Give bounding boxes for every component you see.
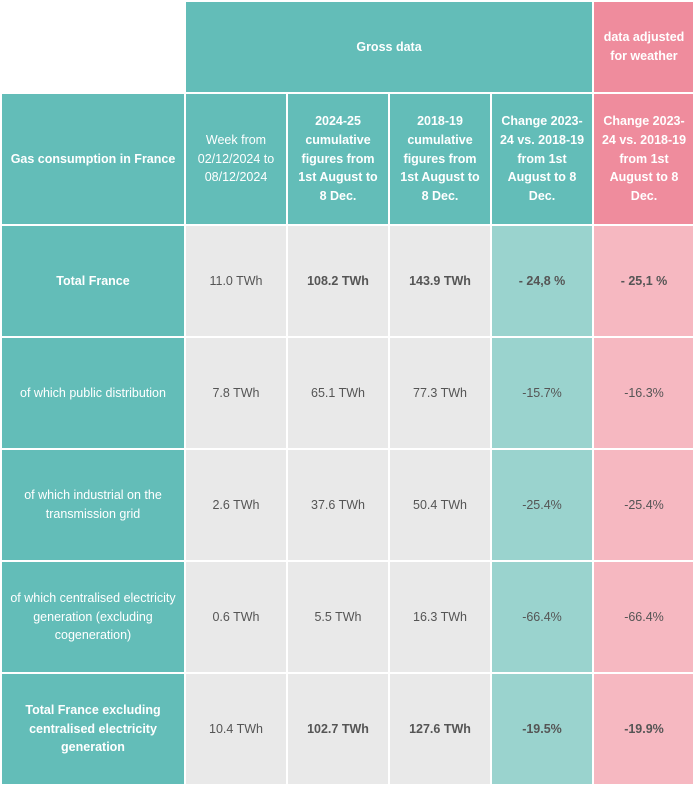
header-gross: Gross data	[186, 2, 592, 92]
cell-change-gross: -66.4%	[492, 562, 592, 672]
cell-change-adj: -66.4%	[594, 562, 693, 672]
table-row: of which industrial on the transmission …	[2, 450, 693, 560]
row-label: Total France excluding centralised elect…	[2, 674, 184, 784]
table-body: Total France11.0 TWh108.2 TWh143.9 TWh- …	[2, 226, 693, 784]
table-row: Total France11.0 TWh108.2 TWh143.9 TWh- …	[2, 226, 693, 336]
col-cum-1819: 2018-19 cumulative figures from 1st Augu…	[390, 94, 490, 224]
cell-cum-1819: 77.3 TWh	[390, 338, 490, 448]
table-row: Total France excluding centralised elect…	[2, 674, 693, 784]
blank-corner	[2, 2, 184, 92]
cell-cum-1819: 127.6 TWh	[390, 674, 490, 784]
row-label: Total France	[2, 226, 184, 336]
cell-cum-2425: 37.6 TWh	[288, 450, 388, 560]
cell-week: 10.4 TWh	[186, 674, 286, 784]
cell-change-gross: -19.5%	[492, 674, 592, 784]
cell-cum-1819: 50.4 TWh	[390, 450, 490, 560]
gas-consumption-table: Gross data data adjusted for weather Gas…	[0, 0, 693, 786]
col-change-adj: Change 2023-24 vs. 2018-19 from 1st Augu…	[594, 94, 693, 224]
row-label: of which industrial on the transmission …	[2, 450, 184, 560]
cell-cum-1819: 16.3 TWh	[390, 562, 490, 672]
cell-cum-2425: 5.5 TWh	[288, 562, 388, 672]
cell-change-adj: -19.9%	[594, 674, 693, 784]
cell-week: 7.8 TWh	[186, 338, 286, 448]
cell-week: 0.6 TWh	[186, 562, 286, 672]
row-label: of which centralised electricity generat…	[2, 562, 184, 672]
cell-cum-2425: 102.7 TWh	[288, 674, 388, 784]
cell-cum-1819: 143.9 TWh	[390, 226, 490, 336]
table-row: of which public distribution7.8 TWh65.1 …	[2, 338, 693, 448]
cell-change-adj: - 25,1 %	[594, 226, 693, 336]
cell-change-gross: -25.4%	[492, 450, 592, 560]
col-change-gross: Change 2023-24 vs. 2018-19 from 1st Augu…	[492, 94, 592, 224]
col-week: Week from 02/12/2024 to 08/12/2024	[186, 94, 286, 224]
cell-week: 2.6 TWh	[186, 450, 286, 560]
row-label: of which public distribution	[2, 338, 184, 448]
cell-change-adj: -25.4%	[594, 450, 693, 560]
cell-change-adj: -16.3%	[594, 338, 693, 448]
cell-cum-2425: 65.1 TWh	[288, 338, 388, 448]
row-header-label: Gas consumption in France	[2, 94, 184, 224]
cell-cum-2425: 108.2 TWh	[288, 226, 388, 336]
cell-change-gross: - 24,8 %	[492, 226, 592, 336]
col-cum-2425: 2024-25 cumulative figures from 1st Augu…	[288, 94, 388, 224]
cell-change-gross: -15.7%	[492, 338, 592, 448]
table-row: of which centralised electricity generat…	[2, 562, 693, 672]
header-adjusted: data adjusted for weather	[594, 2, 693, 92]
cell-week: 11.0 TWh	[186, 226, 286, 336]
